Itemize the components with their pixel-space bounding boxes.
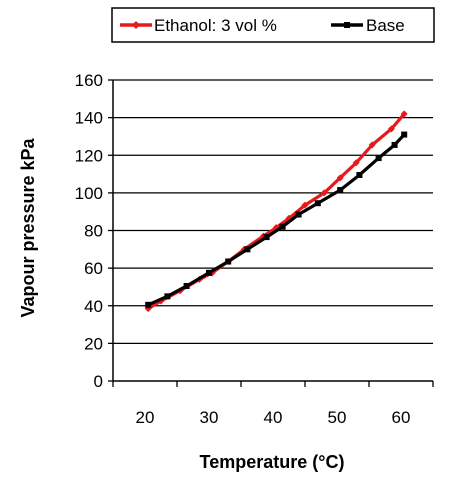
data-point-base-10 bbox=[337, 187, 344, 194]
legend: Ethanol: 3 vol % Base bbox=[111, 7, 435, 43]
plot-area: 0 20 40 60 80 100 120 140 160 20 30 40 50 60 bbox=[75, 71, 434, 427]
x-tick-label-60: 60 bbox=[392, 408, 411, 427]
y-tick-label-40: 40 bbox=[84, 297, 103, 316]
data-point-base-0 bbox=[145, 301, 152, 308]
data-point-base-5 bbox=[244, 246, 251, 253]
data-point-ethanol-15 bbox=[387, 125, 395, 133]
y-tick-label-120: 120 bbox=[75, 146, 103, 165]
y-tick-label-0: 0 bbox=[94, 372, 103, 391]
data-point-base-6 bbox=[263, 234, 270, 241]
y-tick-label-60: 60 bbox=[84, 259, 103, 278]
legend-marker-base bbox=[344, 22, 350, 28]
data-point-base-4 bbox=[225, 258, 232, 265]
data-point-ethanol-16 bbox=[400, 110, 408, 118]
x-axis-title: Temperature (°C) bbox=[200, 452, 345, 472]
data-point-base-11 bbox=[356, 172, 363, 179]
series-line-ethanol bbox=[147, 112, 406, 310]
y-axis-title: Vapour pressure kPa bbox=[18, 137, 38, 317]
data-point-base-2 bbox=[183, 282, 190, 289]
data-point-base-12 bbox=[375, 155, 382, 162]
legend-marker-ethanol bbox=[132, 21, 140, 29]
data-point-base-14 bbox=[401, 131, 408, 138]
data-point-base-9 bbox=[314, 200, 321, 207]
data-point-ethanol-10 bbox=[301, 201, 309, 209]
x-tick-label-50: 50 bbox=[328, 408, 347, 427]
data-point-ethanol-14 bbox=[368, 141, 376, 149]
x-tick-label-20: 20 bbox=[136, 408, 155, 427]
legend-box bbox=[111, 7, 435, 43]
x-tick-label-30: 30 bbox=[200, 408, 219, 427]
legend-label-base: Base bbox=[366, 16, 405, 35]
y-tick-label-80: 80 bbox=[84, 222, 103, 241]
data-point-base-3 bbox=[206, 269, 212, 276]
y-tick-label-100: 100 bbox=[75, 184, 103, 203]
data-point-ethanol-13 bbox=[352, 159, 360, 167]
data-point-base-1 bbox=[164, 293, 171, 300]
data-point-base-8 bbox=[295, 211, 302, 218]
data-point-ethanol-11 bbox=[320, 189, 328, 197]
legend-label-ethanol: Ethanol: 3 vol % bbox=[154, 16, 277, 35]
y-tick-label-20: 20 bbox=[84, 334, 103, 353]
data-point-ethanol-12 bbox=[336, 174, 344, 182]
data-point-base-13 bbox=[391, 141, 398, 148]
y-tick-label-140: 140 bbox=[75, 109, 103, 128]
series-line-base bbox=[147, 133, 406, 307]
data-point-base-7 bbox=[279, 223, 286, 230]
y-tick-label-160: 160 bbox=[75, 71, 103, 90]
x-tick-label-40: 40 bbox=[264, 408, 283, 427]
